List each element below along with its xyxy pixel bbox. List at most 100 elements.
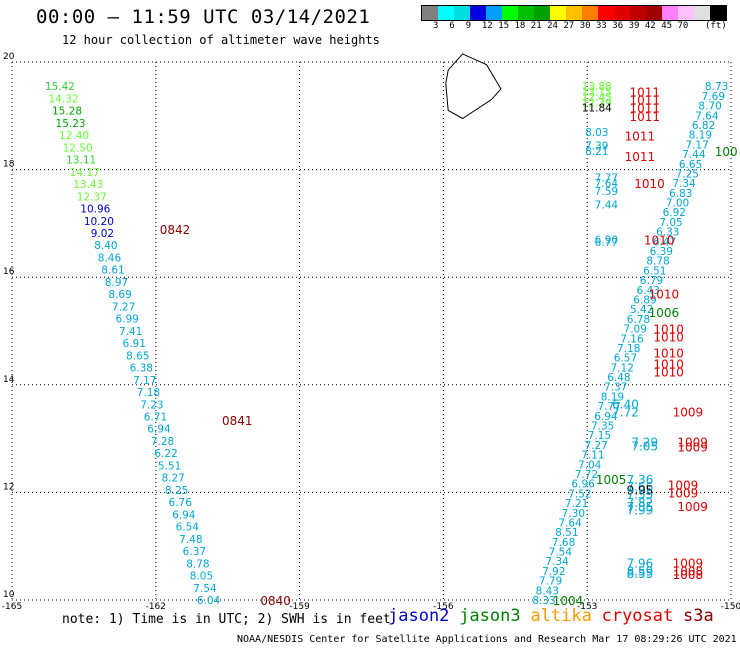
wave-height-value-east: 7.37	[604, 382, 627, 394]
wave-height-value-west: 15.28	[52, 106, 82, 118]
wave-height-value-east: 7.18	[617, 343, 640, 355]
time-label: 7.66	[627, 480, 654, 494]
time-label: 1011	[629, 86, 660, 100]
y-tick-label: 14	[3, 375, 15, 385]
wave-height-value-mid: 6.90	[595, 235, 618, 247]
wave-height-value-west: 13.11	[66, 155, 96, 167]
y-tick-label: 10	[3, 590, 15, 600]
wave-height-value-west: 6.94	[172, 509, 196, 521]
wave-height-value-west: 15.42	[45, 81, 75, 93]
x-tick-label: -153	[577, 602, 597, 612]
color-scale-swatch	[422, 6, 438, 20]
time-label: 1008	[673, 568, 704, 582]
wave-height-value-east: 7.79	[539, 576, 562, 588]
color-scale-label: 45	[661, 21, 673, 31]
wave-height-value-east: 7.35	[591, 421, 614, 433]
wave-height-value-west: 7.23	[140, 399, 163, 411]
time-label: 1006	[649, 306, 680, 320]
wave-height-value-east: 7.27	[584, 440, 607, 452]
wave-height-value-east: 6.78	[627, 314, 650, 326]
wave-height-value-east: 7.25	[676, 168, 699, 180]
wave-height-value-west: 8.69	[108, 289, 131, 301]
satellite-altika: altika	[530, 606, 592, 626]
satellite-cryosat: cryosat	[601, 606, 674, 626]
wave-height-value-mid: 8.21	[585, 146, 608, 158]
color-scale-label: 15	[498, 21, 510, 31]
time-label: 1011	[629, 94, 660, 108]
wave-height-value-east: 7.16	[620, 333, 644, 345]
wave-height-value-west: 8.05	[190, 571, 213, 583]
wave-height-value-east: 7.04	[578, 459, 602, 471]
time-label: 7.85	[627, 500, 654, 514]
y-tick-label: 16	[3, 267, 15, 277]
wave-height-value-west: 6.37	[183, 546, 206, 558]
color-scale-label: 6	[449, 21, 455, 31]
color-scale-label: 27	[563, 21, 575, 31]
color-scale-label: 42	[644, 21, 656, 31]
wave-height-value-west: 7.18	[137, 387, 160, 399]
time-label: 1005	[596, 473, 627, 487]
wave-height-value-east: 7.64	[695, 110, 719, 122]
color-scale-label: 39	[628, 21, 640, 31]
wave-height-value-east: 7.09	[624, 324, 647, 336]
time-label: 8.59	[627, 564, 654, 578]
time-label: 7.05	[631, 440, 658, 454]
wave-height-value-mid: 11.84	[582, 103, 612, 115]
time-label: 1009	[677, 500, 708, 514]
wave-height-value-east: 7.34	[672, 178, 696, 190]
wave-height-value-mid: 6.77	[595, 237, 618, 249]
color-scale-swatch	[438, 6, 454, 20]
time-label: 1004	[553, 594, 584, 608]
time-label: 1010	[634, 177, 665, 191]
wave-height-value-east: 8.19	[689, 130, 712, 142]
wave-height-value-west: 12.40	[59, 130, 89, 142]
color-scale-swatch	[630, 6, 646, 20]
wave-height-value-west: 6.38	[130, 363, 153, 375]
time-label: 9.95	[627, 484, 654, 498]
wave-height-value-mid: 12.45	[582, 92, 612, 104]
time-label: 8.55	[627, 567, 654, 581]
wave-height-value-west: 7.48	[179, 534, 202, 546]
wave-height-value-west: 5.51	[158, 460, 181, 472]
x-tick-label: -150	[721, 602, 740, 612]
color-scale-label: 3	[433, 21, 439, 31]
wave-height-value-east: 7.30	[562, 508, 585, 520]
satellite-jason2: jason2	[388, 606, 450, 626]
time-label: 1011	[629, 110, 660, 124]
wave-height-value-east: 7.44	[682, 149, 706, 161]
time-label: 7.96	[627, 556, 654, 570]
wave-height-value-east: 6.33	[656, 227, 679, 239]
color-scale-swatch	[678, 6, 694, 20]
color-scale-bar	[421, 5, 727, 21]
time-label: 1010	[653, 322, 684, 336]
wave-height-value-east: 7.00	[666, 198, 689, 210]
wave-height-value-west: 7.41	[119, 326, 142, 338]
color-scale-swatch	[518, 6, 534, 20]
time-label: 1009	[673, 406, 704, 420]
color-scale-swatch	[582, 6, 598, 20]
x-tick-label: -156	[433, 602, 454, 612]
wave-height-value-east: 6.94	[594, 411, 618, 423]
wave-height-value-east: 6.79	[640, 275, 663, 287]
wave-height-value-east: 8.70	[698, 101, 721, 113]
wave-height-value-east: 7.21	[565, 498, 588, 510]
y-tick-label: 18	[3, 160, 15, 170]
wave-height-value-east: 7.12	[611, 362, 634, 374]
page-title: 00:00 – 11:59 UTC 03/14/2021	[36, 6, 371, 28]
wave-height-value-east: 7.15	[588, 430, 611, 442]
color-scale-swatch	[646, 6, 662, 20]
wave-height-value-east: 6.43	[637, 285, 660, 297]
wave-height-value-mid: 7.44	[595, 200, 619, 212]
wave-height-value-west: 6.54	[176, 522, 200, 534]
time-label: 6.40	[612, 398, 639, 412]
color-scale-label: 33	[596, 21, 607, 31]
wave-height-value-east: 7.77	[597, 401, 620, 413]
wave-height-value-mid: 13.15	[582, 87, 612, 99]
time-label: 1009	[677, 441, 708, 455]
wave-height-value-west: 6.04	[197, 595, 221, 607]
wave-height-value-east: 7.11	[581, 450, 604, 462]
color-scale-swatch	[454, 6, 470, 20]
wave-height-value-west: 8.65	[126, 350, 149, 362]
